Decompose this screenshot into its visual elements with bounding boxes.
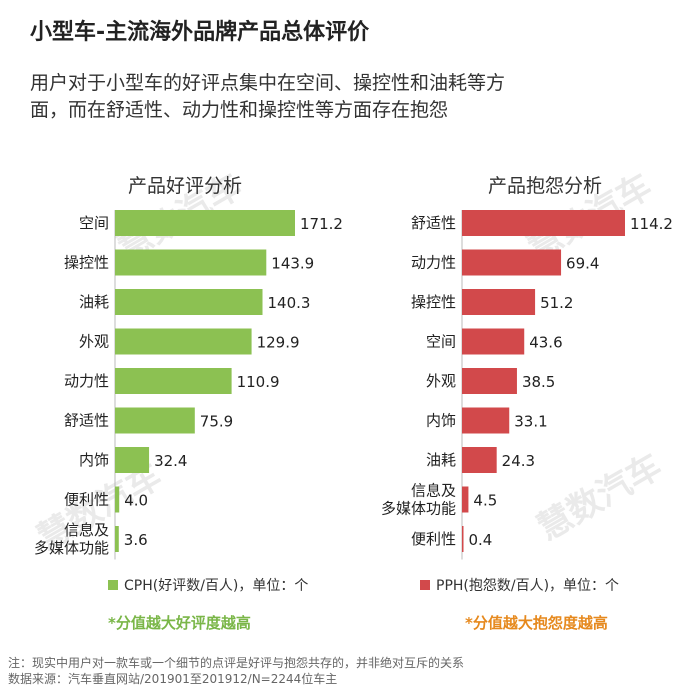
subtitle-line: 面，而在舒适性、动力性和操控性等方面存在抱怨 [30, 99, 449, 121]
legend-bad-label: PPH(抱怨数/百人)，单位：个 [436, 578, 620, 594]
category-label-good: 油耗 [79, 293, 109, 311]
bar-bad [462, 368, 517, 394]
value-label-bad: 69.4 [566, 255, 599, 273]
category-label-line: 内饰 [79, 451, 109, 469]
bar-good [115, 526, 119, 552]
category-label-good: 内饰 [79, 451, 109, 469]
value-label-bad: 51.2 [540, 294, 573, 312]
category-label-line: 油耗 [79, 293, 109, 311]
chart-title-bad: 产品抱怨分析 [488, 175, 602, 197]
bar-bad [462, 328, 525, 355]
category-label-line: 动力性 [64, 372, 109, 390]
footer: 注：现实中用户对一款车或一个细节的点评是好评与抱怨共存的，并非绝对互斥的关系 数… [8, 655, 464, 687]
page-title: 小型车-主流海外品牌产品总体评价 [30, 20, 370, 45]
bar-good [115, 407, 195, 434]
category-label-line: 信息及 [64, 521, 109, 539]
footer-source: 数据来源：汽车垂直网站/201901至201912/N=2244位车主 [8, 672, 338, 686]
category-label-line: 外观 [79, 333, 109, 351]
bar-good [115, 289, 263, 315]
category-label-bad: 油耗 [426, 451, 456, 469]
value-label-good: 32.4 [154, 452, 187, 470]
value-label-bad: 33.1 [514, 413, 547, 431]
bar-good [115, 249, 267, 276]
bar-good [115, 328, 252, 355]
value-label-good: 3.6 [124, 531, 148, 549]
value-label-good: 171.2 [300, 215, 343, 233]
value-label-good: 110.9 [237, 373, 280, 391]
footer-note: 注：现实中用户对一款车或一个细节的点评是好评与抱怨共存的，并非绝对互斥的关系 [8, 656, 465, 670]
category-label-line: 油耗 [426, 451, 456, 469]
category-label-line: 内饰 [426, 412, 456, 430]
value-label-bad: 4.5 [473, 492, 497, 510]
bar-bad [462, 447, 497, 473]
value-label-bad: 24.3 [502, 452, 535, 470]
value-label-bad: 38.5 [522, 373, 555, 391]
value-label-bad: 0.4 [469, 531, 493, 549]
category-label-line: 多媒体功能 [381, 500, 456, 518]
category-label-good: 舒适性 [64, 412, 109, 430]
category-label-good: 外观 [79, 333, 109, 351]
chart-title-good: 产品好评分析 [128, 175, 242, 197]
bar-good [115, 447, 150, 473]
bar-good [115, 486, 120, 513]
category-label-good: 动力性 [64, 372, 109, 390]
legend-good: CPH(好评数/百人)，单位：个 [108, 575, 308, 595]
category-label-line: 空间 [426, 333, 456, 351]
legend-bad: PPH(抱怨数/百人)，单位：个 [420, 575, 619, 595]
bar-bad [462, 289, 536, 315]
value-label-bad: 43.6 [529, 334, 562, 352]
legend-good-label: CPH(好评数/百人)，单位：个 [124, 578, 309, 594]
category-label-bad: 空间 [426, 333, 456, 351]
category-label-line: 舒适性 [64, 412, 109, 430]
category-label-bad: 操控性 [411, 293, 456, 311]
page-subtitle: 用户对于小型车的好评点集中在空间、操控性和油耗等方 面，而在舒适性、动力性和操控… [30, 70, 680, 124]
category-label-bad: 舒适性 [411, 214, 456, 232]
category-label-line: 信息及 [411, 482, 456, 500]
category-label-line: 动力性 [411, 254, 456, 272]
bar-bad [462, 407, 510, 434]
category-label-good: 操控性 [64, 254, 109, 272]
bar-bad [462, 526, 464, 552]
legend-swatch-good [108, 580, 118, 590]
category-label-bad: 外观 [426, 372, 456, 390]
legend-swatch-bad [420, 580, 430, 590]
note-bad: *分值越大抱怨度越高 [465, 614, 608, 632]
bar-good [115, 210, 295, 236]
category-label-line: 操控性 [64, 254, 109, 272]
value-label-bad: 114.2 [630, 215, 673, 233]
category-label-good: 空间 [79, 214, 109, 232]
category-label-line: 舒适性 [411, 214, 456, 232]
value-label-good: 140.3 [268, 294, 311, 312]
category-label-line: 便利性 [64, 491, 109, 509]
category-label-bad: 便利性 [411, 530, 456, 548]
category-label-line: 操控性 [411, 293, 456, 311]
bar-bad [462, 210, 625, 236]
category-label-line: 便利性 [411, 530, 456, 548]
value-label-good: 4.0 [124, 492, 148, 510]
category-label-bad: 内饰 [426, 412, 456, 430]
bar-bad [462, 249, 562, 276]
note-good: *分值越大好评度越高 [108, 614, 251, 632]
category-label-good: 信息及多媒体功能 [34, 521, 109, 557]
value-label-good: 129.9 [257, 334, 300, 352]
bar-good [115, 368, 232, 394]
category-label-line: 多媒体功能 [34, 539, 109, 557]
category-label-bad: 信息及多媒体功能 [381, 482, 456, 518]
subtitle-line: 用户对于小型车的好评点集中在空间、操控性和油耗等方 [30, 72, 506, 94]
category-label-bad: 动力性 [411, 254, 456, 272]
category-label-line: 空间 [79, 214, 109, 232]
category-label-good: 便利性 [64, 491, 109, 509]
bar-bad [462, 486, 469, 513]
category-label-line: 外观 [426, 372, 456, 390]
value-label-good: 143.9 [271, 255, 314, 273]
value-label-good: 75.9 [200, 413, 233, 431]
